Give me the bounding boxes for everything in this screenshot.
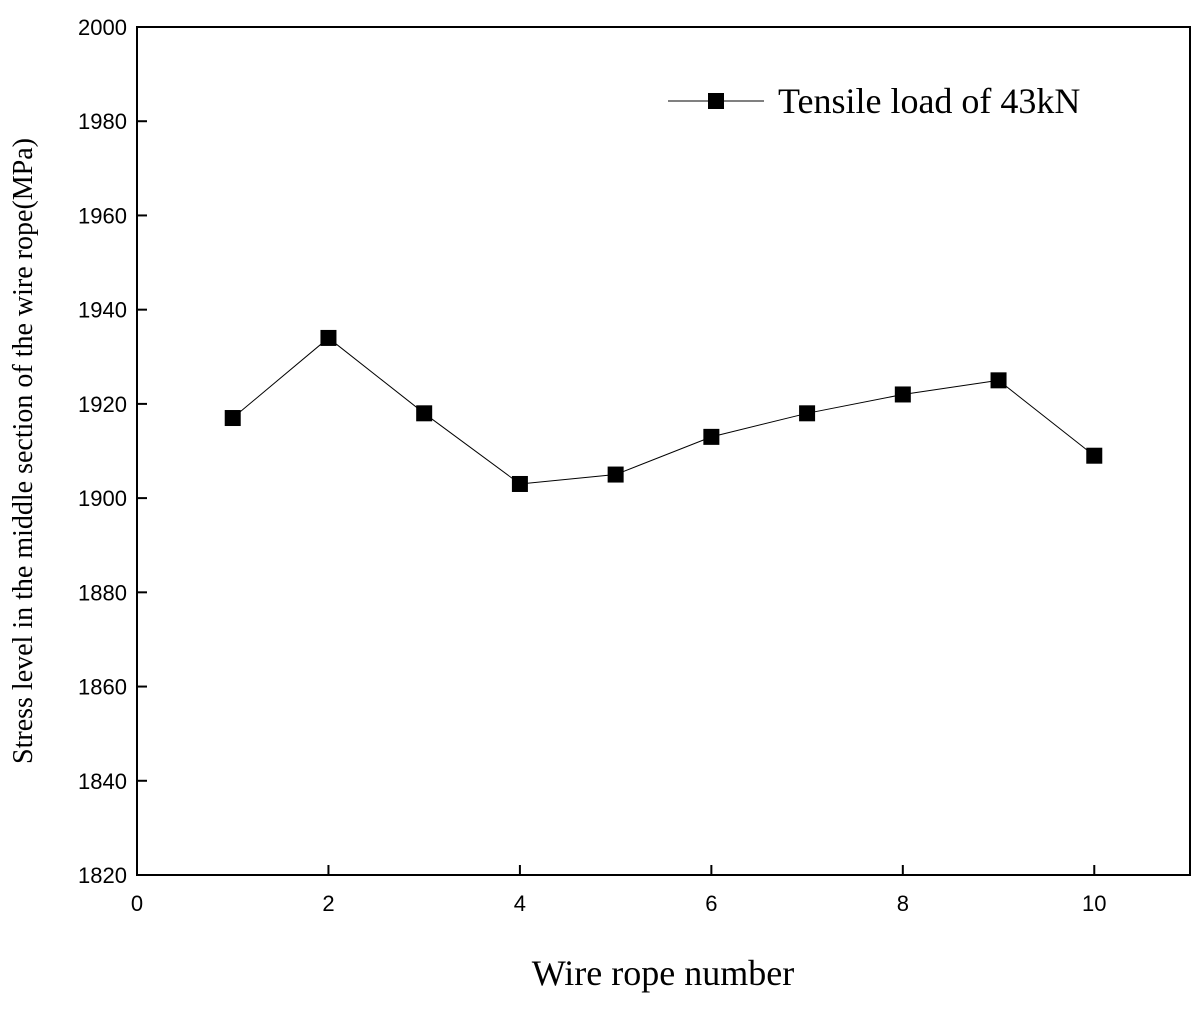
x-tick-label: 4 [514,891,526,916]
y-tick-label: 1860 [78,675,127,700]
marker [416,405,433,422]
x-tick-label: 6 [705,891,717,916]
x-tick-label: 0 [131,891,143,916]
y-tick-label: 1940 [78,298,127,323]
marker [607,466,624,483]
series-line [232,337,1095,485]
marker [799,405,816,422]
marker [511,475,528,492]
y-tick-label: 1880 [78,580,127,605]
y-tick-label: 1960 [78,203,127,228]
legend-label: Tensile load of 43kN [778,81,1080,121]
y-tick-label: 1840 [78,769,127,794]
plot-frame [136,26,1191,876]
x-axis-label: Wire rope number [532,953,794,993]
y-axis-label: Stress level in the middle section of th… [8,138,39,764]
marker [990,372,1007,389]
x-tick-label: 10 [1082,891,1106,916]
y-tick-label: 1900 [78,486,127,511]
y-tick-label: 1980 [78,109,127,134]
y-tick-label: 1920 [78,392,127,417]
marker [703,428,720,445]
marker [894,386,911,403]
y-tick-label: 2000 [78,15,127,40]
x-tick-label: 2 [322,891,334,916]
marker [320,329,337,346]
marker [1086,447,1103,464]
legend-marker [708,93,724,109]
x-tick-label: 8 [897,891,909,916]
y-tick-label: 1820 [78,863,127,888]
marker [224,410,241,427]
